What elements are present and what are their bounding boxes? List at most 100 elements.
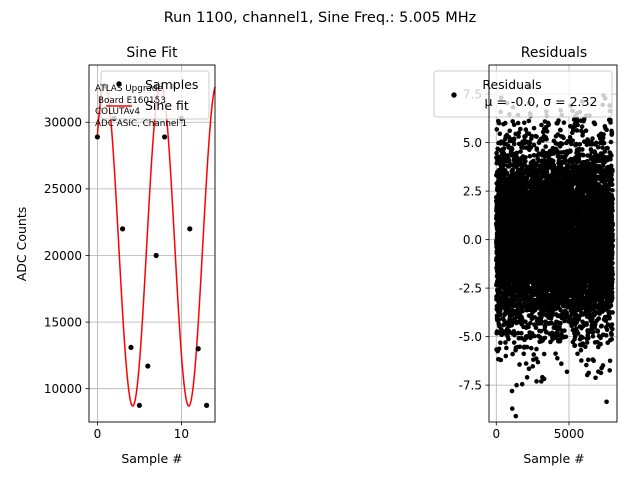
residuals-ytick-label: -2.5 <box>459 281 482 295</box>
residual-point <box>503 340 508 345</box>
residual-point <box>561 120 567 125</box>
sample-point <box>94 134 100 140</box>
residual-point <box>563 334 569 340</box>
residual-point <box>521 351 527 357</box>
residual-point <box>497 312 503 317</box>
sample-point <box>195 346 201 352</box>
residual-point <box>534 147 540 152</box>
residual-point <box>502 120 508 126</box>
residual-point <box>539 122 544 128</box>
residual-point <box>559 361 564 367</box>
residual-point <box>520 308 525 314</box>
residual-point <box>526 366 532 372</box>
sine-fit-ytick-label: 10000 <box>44 382 82 396</box>
sine-fit-ytick-label: 30000 <box>44 116 82 130</box>
residual-point <box>543 144 548 149</box>
residual-point <box>509 388 515 394</box>
residual-point <box>510 308 516 314</box>
residual-point <box>512 332 517 338</box>
residual-point <box>544 169 550 175</box>
annotation-line-1: ATLAS Upgrade <box>95 84 163 94</box>
residual-point <box>544 136 549 142</box>
sample-point <box>187 226 193 232</box>
sine-fit-axes-frame <box>88 64 216 423</box>
residual-point <box>511 136 517 141</box>
residual-point <box>494 150 499 156</box>
residuals-ytick-label: 2.5 <box>463 184 482 198</box>
residual-point <box>550 158 556 164</box>
residuals-ytick-label: 5.0 <box>463 136 482 150</box>
residual-point <box>559 141 565 147</box>
residual-point <box>518 126 523 132</box>
sample-point <box>162 134 168 140</box>
residual-point <box>517 362 522 367</box>
residual-point <box>553 351 558 356</box>
residual-point <box>504 345 509 351</box>
sine-fit-xtick-label: 10 <box>174 427 189 441</box>
residual-point <box>524 344 530 350</box>
sine-fit-ytick-label: 25000 <box>44 182 82 196</box>
residual-point <box>519 381 525 387</box>
sine-fit-legend-box <box>100 70 210 120</box>
residual-point <box>527 140 533 146</box>
sample-point <box>120 226 126 232</box>
residual-point <box>515 120 521 126</box>
residual-point <box>542 324 548 330</box>
residual-point <box>558 127 563 133</box>
residual-point <box>527 153 533 159</box>
sine-fit-ytick-label: 15000 <box>44 315 82 329</box>
residual-point <box>511 141 517 147</box>
residual-point <box>522 300 527 306</box>
legend-sine-fit-label: Sine fit <box>145 98 189 113</box>
residual-point <box>501 146 507 151</box>
residuals-ytick-label: 0.0 <box>463 233 482 247</box>
residual-point <box>531 352 537 357</box>
residual-point <box>516 134 521 139</box>
residual-point <box>533 325 539 331</box>
residual-point <box>539 319 544 324</box>
sine-fit-ylabel: ADC Counts <box>14 207 29 282</box>
residual-point <box>564 369 570 375</box>
residual-point <box>499 328 505 333</box>
residual-point <box>503 353 509 359</box>
residual-point <box>523 361 529 366</box>
sine-fit-chart: Sine Fit Sample # ADC Counts 0 1010000150… <box>14 45 216 466</box>
residual-point <box>507 128 513 134</box>
residual-point <box>534 379 539 384</box>
residual-point <box>510 351 515 357</box>
residual-point <box>534 134 539 139</box>
residual-point <box>501 162 506 168</box>
residual-point <box>524 375 530 380</box>
sample-point <box>145 363 151 369</box>
residual-point <box>561 135 566 141</box>
residual-point <box>498 357 504 363</box>
residual-point <box>516 130 522 136</box>
sample-point <box>128 344 134 351</box>
residual-point <box>506 158 512 164</box>
residual-point <box>513 413 519 419</box>
residuals-xlabel: Sample # <box>523 451 584 466</box>
sine-fit-ytick-label: 20000 <box>44 249 82 263</box>
residual-point <box>523 155 528 160</box>
residual-point <box>517 344 523 350</box>
residual-point <box>555 356 560 361</box>
residual-point <box>531 125 537 131</box>
residual-point <box>546 122 552 128</box>
sample-point <box>153 252 159 259</box>
residual-point <box>529 133 534 139</box>
annotation-line-3: COLUTAv4 <box>95 107 140 117</box>
residual-point <box>504 171 510 176</box>
residual-points <box>493 84 615 419</box>
residual-point <box>526 118 532 124</box>
legend-samples-marker <box>116 81 122 87</box>
residual-point <box>497 308 503 314</box>
residual-point <box>534 346 539 352</box>
residual-point <box>514 150 520 156</box>
residual-point <box>511 122 517 127</box>
sine-fit-line <box>96 82 216 407</box>
residual-point <box>518 149 523 154</box>
residual-point <box>529 345 534 351</box>
residual-point <box>505 153 511 158</box>
